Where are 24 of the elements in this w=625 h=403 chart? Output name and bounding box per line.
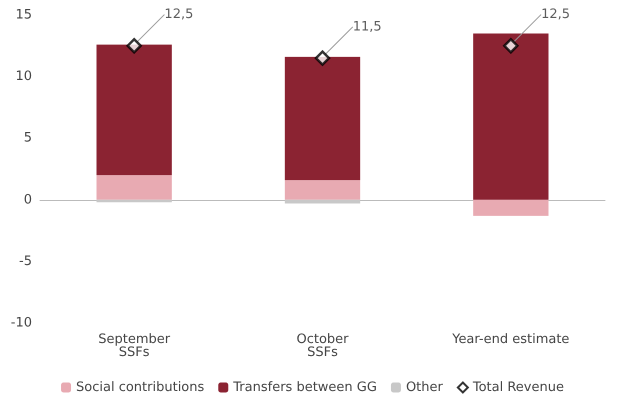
bar: [284, 200, 360, 204]
bar: [96, 44, 172, 176]
legend-label: Total Revenue: [472, 380, 564, 395]
data-label: 12,5: [164, 7, 194, 22]
x-tick-label: October SSFs: [296, 332, 350, 360]
x-tick-label: September SSFs: [98, 332, 171, 360]
legend-label: Other: [406, 380, 444, 395]
y-tick-label: 0: [24, 192, 32, 208]
y-tick-label: 5: [24, 130, 32, 146]
y-tick-label: 15: [15, 8, 32, 22]
legend-label: Social contributions: [76, 380, 204, 395]
bar: [473, 33, 548, 200]
bar: [284, 180, 360, 200]
bar: [96, 175, 172, 200]
y-tick-label: -10: [10, 316, 32, 330]
y-tick-label: -5: [19, 254, 32, 269]
x-tick-label: Year-end estimate: [451, 332, 570, 347]
data-label: 12,5: [541, 7, 570, 22]
bar: [96, 200, 172, 202]
data-label: 11,5: [352, 19, 382, 34]
y-tick-label: 10: [15, 69, 32, 84]
legend-label: Transfers between GG: [232, 380, 377, 395]
bar: [284, 56, 360, 180]
bar: [473, 200, 548, 216]
